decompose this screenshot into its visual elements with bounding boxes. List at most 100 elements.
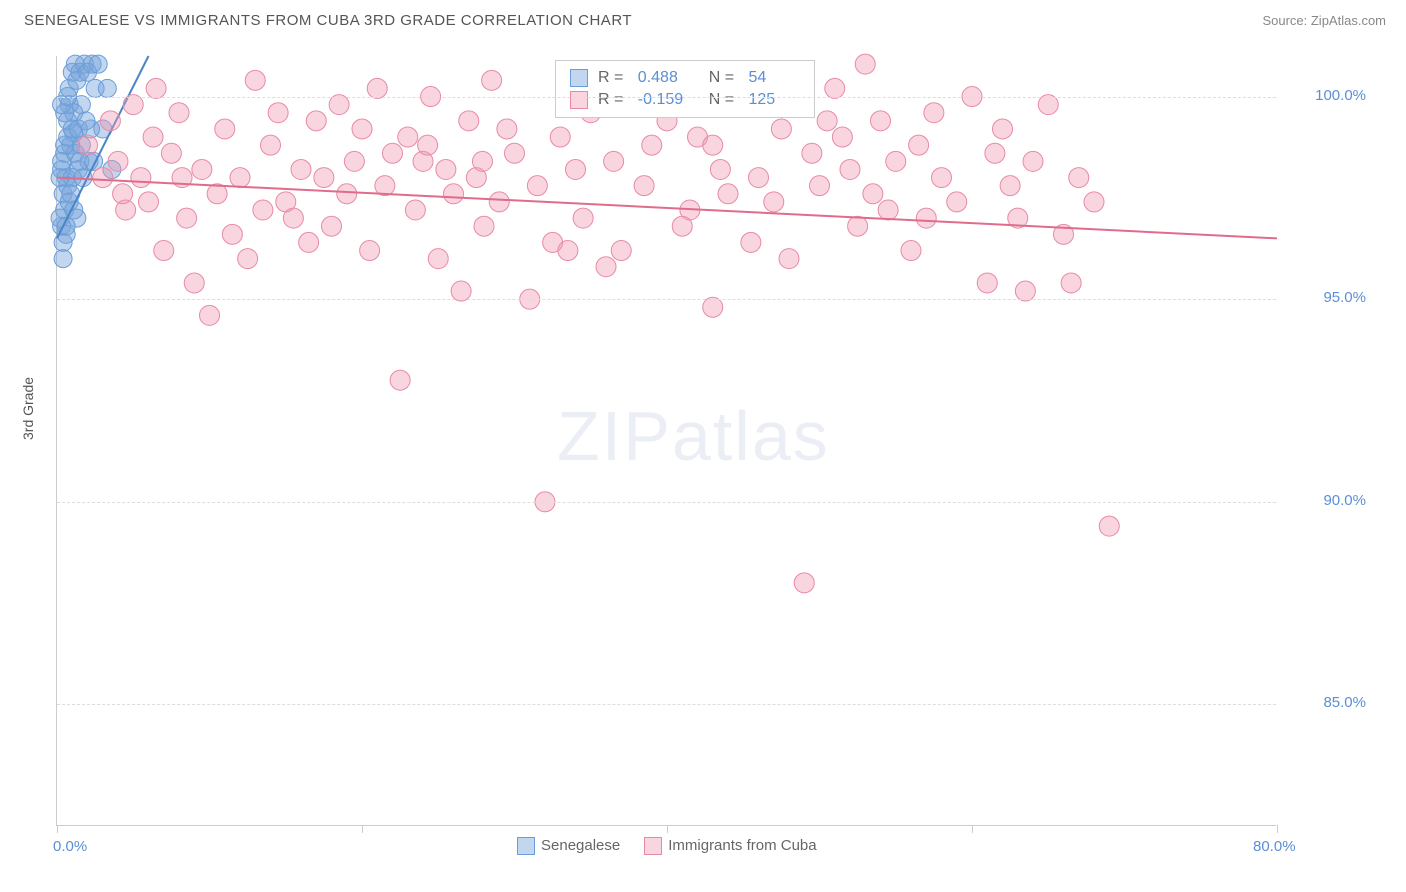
data-point: [215, 119, 235, 139]
data-point: [611, 241, 631, 261]
data-point: [749, 168, 769, 188]
data-point: [550, 127, 570, 147]
xtick-label: 0.0%: [53, 838, 87, 855]
gridline: [57, 97, 1276, 98]
data-point: [1023, 151, 1043, 171]
data-point: [916, 208, 936, 228]
data-point: [123, 95, 143, 115]
data-point: [1000, 176, 1020, 196]
data-point: [932, 168, 952, 188]
stats-n-label: N =: [700, 69, 739, 87]
data-point: [878, 200, 898, 220]
source-label: Source: ZipAtlas.com: [1262, 13, 1386, 28]
xtick: [1277, 825, 1278, 833]
data-point: [245, 70, 265, 90]
data-point: [261, 135, 281, 155]
data-point: [474, 216, 494, 236]
legend-swatch: [517, 837, 535, 855]
data-point: [1069, 168, 1089, 188]
stats-row: R = 0.488 N = 54: [570, 67, 800, 89]
data-point: [108, 151, 128, 171]
legend-item: Senegalese: [517, 837, 620, 855]
data-point: [886, 151, 906, 171]
stats-r-value: 0.488: [638, 69, 690, 87]
data-point: [337, 184, 357, 204]
data-point: [832, 127, 852, 147]
data-point: [863, 184, 883, 204]
stats-r-label: R =: [598, 69, 628, 87]
data-point: [283, 208, 303, 228]
data-point: [703, 135, 723, 155]
data-point: [505, 143, 525, 163]
data-point: [779, 249, 799, 269]
data-point: [924, 103, 944, 123]
ytick-label: 90.0%: [1286, 492, 1366, 509]
ytick-label: 95.0%: [1286, 289, 1366, 306]
data-point: [78, 135, 98, 155]
data-point: [268, 103, 288, 123]
data-point: [428, 249, 448, 269]
data-point: [1099, 516, 1119, 536]
data-point: [222, 224, 242, 244]
data-point: [444, 184, 464, 204]
legend-item: Immigrants from Cuba: [644, 837, 816, 855]
data-point: [871, 111, 891, 131]
data-point: [718, 184, 738, 204]
xtick: [362, 825, 363, 833]
data-point: [398, 127, 418, 147]
xtick-label: 80.0%: [1253, 838, 1296, 855]
data-point: [53, 152, 71, 170]
data-point: [497, 119, 517, 139]
data-point: [367, 78, 387, 98]
data-point: [139, 192, 159, 212]
data-point: [993, 119, 1013, 139]
data-point: [54, 250, 72, 268]
stats-n-value: 54: [748, 69, 800, 87]
plot-svg: [57, 56, 1277, 826]
gridline: [57, 299, 1276, 300]
gridline: [57, 502, 1276, 503]
data-point: [527, 176, 547, 196]
data-point: [436, 159, 456, 179]
stats-row: R = -0.159 N = 125: [570, 89, 800, 111]
data-point: [238, 249, 258, 269]
data-point: [93, 168, 113, 188]
data-point: [909, 135, 929, 155]
data-point: [977, 273, 997, 293]
y-axis-label: 3rd Grade: [20, 377, 36, 440]
stats-r-value: -0.159: [638, 91, 690, 109]
legend-label: Senegalese: [541, 837, 620, 854]
data-point: [741, 232, 761, 252]
data-point: [985, 143, 1005, 163]
stats-n-label: N =: [700, 91, 739, 109]
data-point: [253, 200, 273, 220]
data-point: [77, 112, 95, 130]
data-point: [291, 159, 311, 179]
xtick: [667, 825, 668, 833]
data-point: [161, 143, 181, 163]
data-point: [848, 216, 868, 236]
data-point: [100, 111, 120, 131]
chart-title: SENEGALESE VS IMMIGRANTS FROM CUBA 3RD G…: [24, 12, 632, 29]
data-point: [802, 143, 822, 163]
stats-r-label: R =: [598, 91, 628, 109]
bottom-legend: Senegalese Immigrants from Cuba: [517, 837, 817, 855]
data-point: [771, 119, 791, 139]
data-point: [489, 192, 509, 212]
data-point: [901, 241, 921, 261]
data-point: [184, 273, 204, 293]
data-point: [1084, 192, 1104, 212]
legend-swatch: [570, 91, 588, 109]
header-bar: SENEGALESE VS IMMIGRANTS FROM CUBA 3RD G…: [0, 0, 1406, 37]
data-point: [710, 159, 730, 179]
gridline: [57, 704, 1276, 705]
xtick: [972, 825, 973, 833]
data-point: [154, 241, 174, 261]
ytick-label: 100.0%: [1286, 87, 1366, 104]
data-point: [566, 159, 586, 179]
legend-swatch: [644, 837, 662, 855]
ytick-label: 85.0%: [1286, 694, 1366, 711]
data-point: [642, 135, 662, 155]
data-point: [418, 135, 438, 155]
data-point: [1038, 95, 1058, 115]
